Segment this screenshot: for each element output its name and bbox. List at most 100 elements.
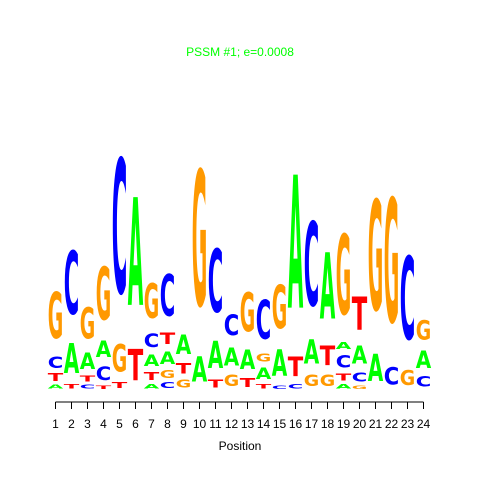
- logo-letter-A-pos-6: A: [128, 168, 144, 340]
- logo-letter-A-pos-4: A: [96, 336, 112, 362]
- logo-letter-A-pos-18: A: [320, 234, 335, 340]
- x-tick-label-8: 8: [164, 417, 171, 431]
- logo-letter-C-pos-12: C: [224, 309, 239, 342]
- logo-letter-C-pos-22: C: [384, 363, 399, 390]
- logo-letter-A-pos-17: A: [304, 335, 320, 372]
- logo-letter-A-pos-9: A: [176, 329, 192, 361]
- logo-letter-C-pos-5: C: [112, 121, 127, 336]
- logo-letter-G-pos-4: G: [96, 254, 111, 337]
- x-tick-label-13: 13: [241, 417, 255, 431]
- logo-letter-G-pos-24: G: [416, 316, 431, 346]
- x-tick-label-10: 10: [193, 417, 207, 431]
- logo-letter-G-pos-1: G: [48, 280, 63, 353]
- logo-letter-C-pos-2: C: [64, 234, 79, 334]
- x-tick-label-4: 4: [100, 417, 107, 431]
- logo-letter-C-pos-3: C: [80, 384, 96, 390]
- x-tick-label-12: 12: [225, 417, 239, 431]
- logo-letter-T-pos-3: T: [80, 375, 96, 384]
- logo-letter-C-pos-19: C: [336, 351, 352, 372]
- x-tick-label-3: 3: [84, 417, 91, 431]
- logo-letter-C-pos-7: C: [144, 329, 160, 352]
- logo-letter-A-pos-14: A: [256, 365, 272, 383]
- logo-letter-T-pos-8: T: [160, 329, 176, 348]
- chart-title: PSSM #1; e=0.0008: [186, 45, 294, 59]
- logo-letter-T-pos-2: T: [64, 383, 80, 390]
- logo-letter-A-pos-15: A: [272, 342, 288, 384]
- logo-letter-G-pos-3: G: [80, 300, 95, 349]
- logo-letter-A-pos-24: A: [416, 347, 432, 374]
- x-tick-label-19: 19: [337, 417, 351, 431]
- logo-letter-T-pos-7: T: [144, 370, 161, 383]
- logo-letter-G-pos-12: G: [224, 373, 239, 391]
- logo-letter-G-pos-15: G: [272, 274, 287, 343]
- x-tick-label-22: 22: [385, 417, 399, 431]
- logo-letter-A-pos-21: A: [368, 347, 384, 391]
- logo-letter-C-pos-16: C: [288, 383, 304, 390]
- logo-letter-C-pos-15: C: [272, 385, 288, 391]
- x-tick-label-23: 23: [401, 417, 415, 431]
- x-tick-label-21: 21: [369, 417, 383, 431]
- logo-letter-C-pos-11: C: [208, 233, 223, 333]
- logo-letter-A-pos-12: A: [224, 343, 240, 372]
- logo-letter-T-pos-4: T: [96, 385, 113, 390]
- logo-letter-G-pos-13: G: [240, 283, 255, 344]
- x-tick-label-1: 1: [52, 417, 59, 431]
- logo-letter-G-pos-7: G: [144, 276, 160, 330]
- x-tick-label-11: 11: [209, 417, 222, 431]
- x-tick-label-15: 15: [273, 417, 287, 431]
- logo-letter-G-pos-22: G: [384, 166, 399, 363]
- logo-letter-T-pos-14: T: [256, 383, 272, 390]
- logo-letter-C-pos-8: C: [160, 264, 176, 330]
- logo-letter-T-pos-11: T: [208, 377, 225, 390]
- x-axis: 1 2 3 4 5 6 7 8 9 10 11 12 13 14 15 16 17 18 19 20 21 22 23 24: [52, 401, 430, 431]
- logo-letter-T-pos-20: T: [352, 289, 368, 341]
- logo-letter-G-pos-18: G: [320, 373, 335, 391]
- logo-letter-A-pos-7: A: [144, 352, 160, 370]
- x-tick-label-17: 17: [305, 417, 319, 431]
- logo-letter-G-pos-21: G: [368, 171, 383, 346]
- logo-letter-T-pos-13: T: [240, 376, 256, 390]
- x-tick-label-18: 18: [321, 417, 335, 431]
- logo-letter-C-pos-4: C: [96, 362, 112, 385]
- logo-letter-G-pos-10: G: [192, 135, 207, 350]
- logo-letter-G-pos-8: G: [160, 368, 175, 381]
- logo-letter-C-pos-8: C: [160, 381, 175, 390]
- x-tick-label-16: 16: [289, 417, 303, 431]
- x-tick-label-24: 24: [417, 417, 431, 431]
- logo-letter-G-pos-5: G: [112, 338, 127, 382]
- logo-letter-A-pos-2: A: [64, 335, 80, 383]
- logo-letter-T-pos-1: T: [48, 372, 63, 384]
- logo-letter-G-pos-14: G: [256, 352, 271, 365]
- x-axis-tick-labels: 1 2 3 4 5 6 7 8 9 10 11 12 13 14 15 16 17 18 19 20 21 22 23 24: [52, 417, 430, 431]
- logo-letter-A-pos-19: A: [336, 383, 352, 390]
- logo-letter-T-pos-9: T: [176, 361, 192, 377]
- logo-letter-T-pos-19: T: [336, 372, 352, 383]
- logo-letter-G-pos-9: G: [176, 377, 191, 390]
- x-tick-label-5: 5: [116, 417, 123, 431]
- logo-letter-T-pos-6: T: [128, 341, 144, 391]
- x-tick-label-2: 2: [68, 417, 75, 431]
- logo-letter-A-pos-3: A: [80, 348, 96, 374]
- logo-letter-A-pos-10: A: [192, 350, 208, 390]
- x-axis-ticks: [55, 402, 424, 409]
- logo-letter-T-pos-16: T: [288, 351, 304, 382]
- x-tick-label-14: 14: [257, 417, 271, 431]
- logo-letter-C-pos-17: C: [304, 200, 320, 334]
- logo-letter-C-pos-24: C: [416, 374, 431, 391]
- x-tick-label-20: 20: [353, 417, 367, 431]
- x-tick-label-9: 9: [180, 417, 187, 431]
- logo-letter-A-pos-7: A: [144, 383, 160, 390]
- x-axis-label: Position: [219, 439, 262, 453]
- logo-letter-C-pos-14: C: [256, 289, 271, 352]
- x-tick-label-6: 6: [132, 417, 139, 431]
- logo-letter-C-pos-20: C: [352, 371, 367, 385]
- x-tick-label-7: 7: [148, 417, 155, 431]
- logo-letter-A-pos-11: A: [208, 334, 224, 378]
- logo-letter-G-pos-17: G: [304, 373, 319, 391]
- logo-letter-A-pos-16: A: [288, 139, 303, 351]
- logo-letter-A-pos-20: A: [352, 342, 368, 371]
- logo-letter-C-pos-1: C: [48, 354, 64, 372]
- logo-letter-G-pos-20: G: [352, 385, 367, 390]
- logo-letter-A-pos-13: A: [240, 344, 256, 376]
